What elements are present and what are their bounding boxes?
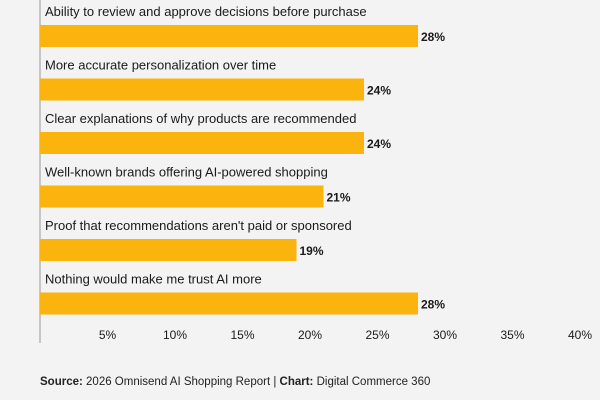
- value-label: 24%: [367, 84, 391, 98]
- x-tick-label: 5%: [99, 328, 117, 342]
- chart-credit-text: Digital Commerce 360: [313, 376, 431, 388]
- x-tick-label: 30%: [433, 328, 457, 342]
- source-footer: Source: 2026 Omnisend AI Shopping Report…: [40, 376, 430, 388]
- x-tick-label: 10%: [163, 328, 187, 342]
- bar: [40, 78, 364, 101]
- value-label: 21%: [327, 191, 351, 205]
- bar: [40, 239, 297, 261]
- x-tick-label: 20%: [298, 328, 322, 342]
- source-label: Source:: [40, 376, 83, 388]
- category-label: Ability to review and approve decisions …: [45, 4, 367, 19]
- x-tick-label: 15%: [230, 328, 254, 342]
- x-tick-label: 40%: [568, 328, 592, 342]
- bar: [40, 25, 418, 47]
- value-label: 24%: [367, 137, 391, 151]
- chart-credit-label: Chart:: [279, 376, 314, 388]
- bar: [40, 132, 364, 154]
- value-label: 19%: [300, 244, 324, 258]
- value-label: 28%: [421, 30, 445, 44]
- category-label: Well-known brands offering AI-powered sh…: [45, 165, 328, 180]
- category-label: More accurate personalization over time: [45, 58, 276, 73]
- bar: [40, 185, 324, 208]
- x-tick-label: 25%: [365, 328, 389, 342]
- source-text: 2026 Omnisend AI Shopping Report |: [82, 376, 280, 388]
- category-label: Nothing would make me trust AI more: [45, 272, 262, 287]
- category-label: Proof that recommendations aren't paid o…: [45, 218, 352, 233]
- value-label: 28%: [421, 298, 445, 312]
- bar: [40, 292, 418, 315]
- x-tick-label: 35%: [500, 328, 524, 342]
- category-label: Clear explanations of why products are r…: [45, 111, 356, 126]
